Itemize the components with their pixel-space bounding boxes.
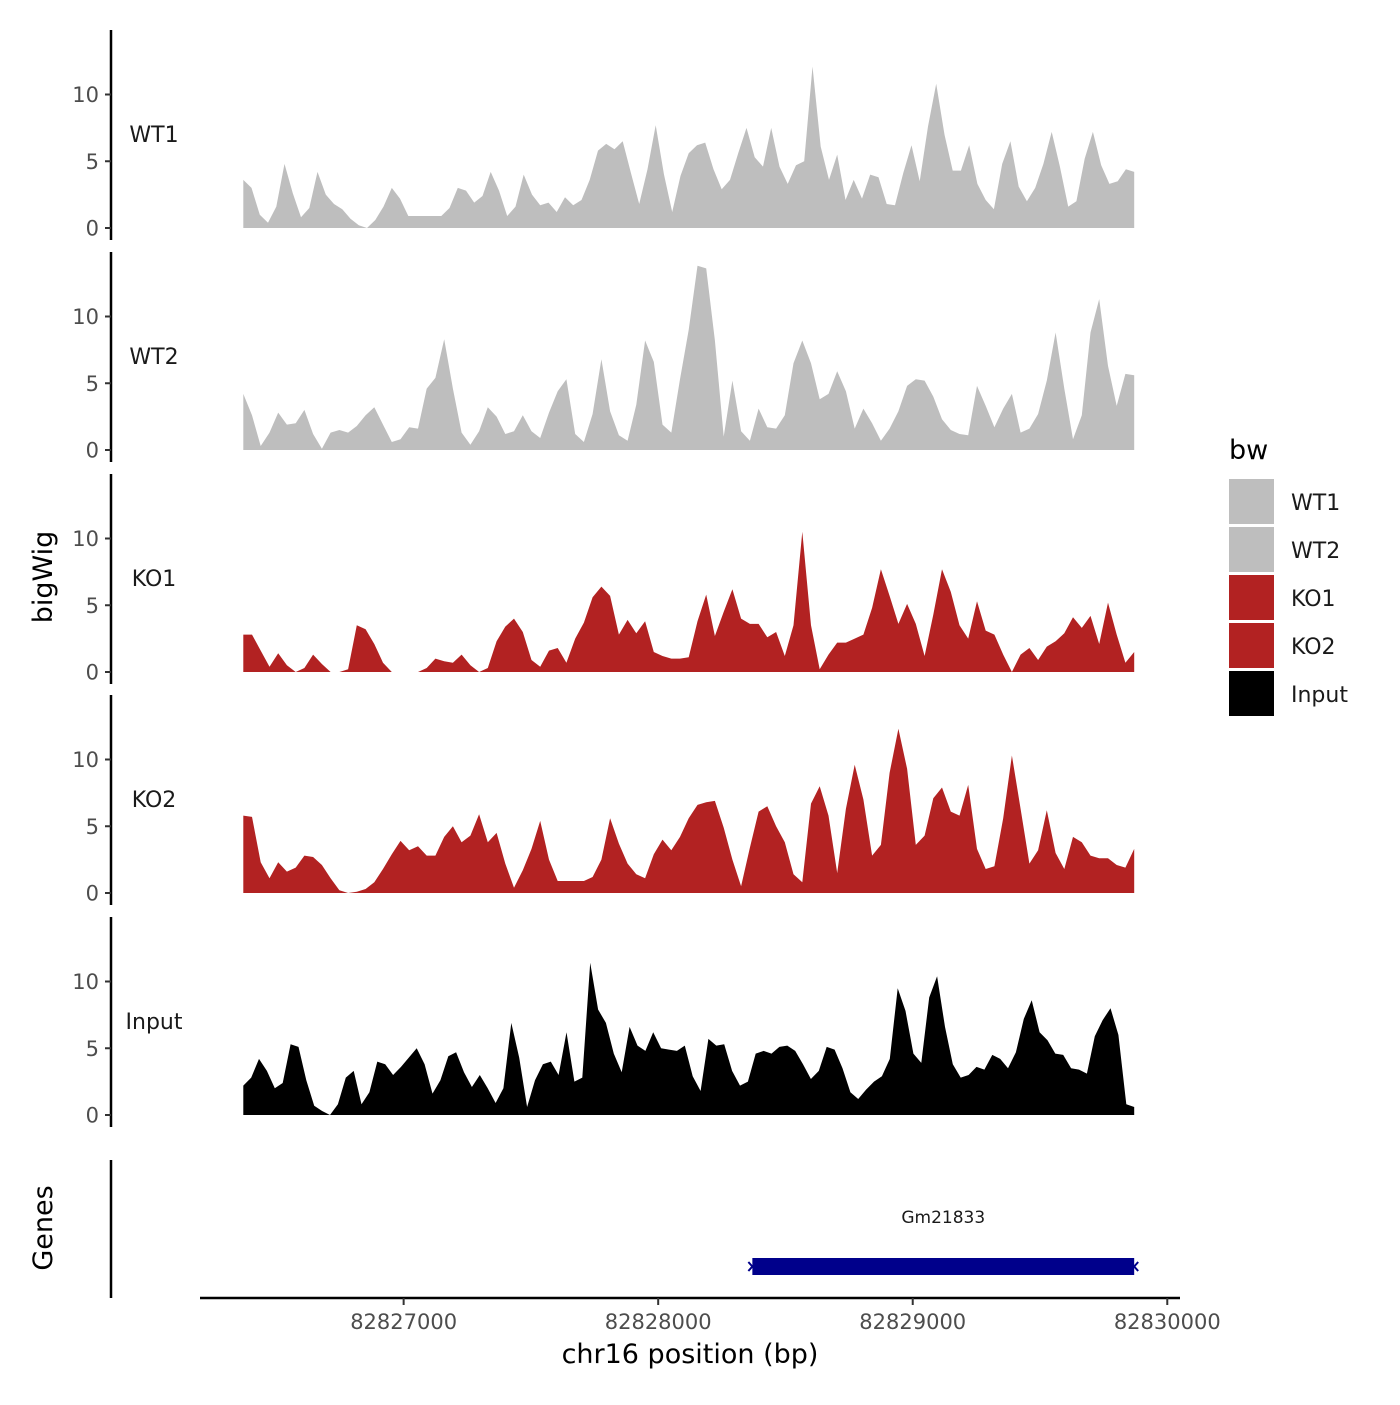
area-wt2	[243, 265, 1135, 450]
y-tick-label-ko1-0: 0	[86, 661, 99, 685]
track-input: 0 5 10 Input	[72, 917, 1135, 1128]
legend-key-ko2	[1229, 623, 1274, 668]
track-wt1: 0 5 10 WT1	[72, 30, 1135, 241]
area-wt1	[243, 66, 1135, 228]
y-tick-label-input-0: 0	[86, 1104, 99, 1128]
legend-key-input	[1229, 671, 1274, 716]
legend-label-wt2: WT2	[1291, 539, 1340, 564]
legend-key-ko1	[1229, 575, 1274, 620]
x-axis: 82827000 82828000 82829000 82830000	[200, 1296, 1221, 1334]
track-ko1: 0 5 10 KO1	[72, 474, 1135, 685]
track-label-ko2: KO2	[132, 788, 177, 813]
track-label-wt1: WT1	[129, 123, 178, 148]
track-label-input: Input	[126, 1010, 183, 1035]
genes-panel: Gm21833	[109, 1160, 1139, 1298]
y-tick-label-ko2-10: 10	[72, 748, 99, 772]
y-tick-label-wt1-5: 5	[86, 150, 99, 174]
gene-label-gm21833: Gm21833	[901, 1208, 985, 1228]
tracks-layer: 0 5 10 WT1 0 5 10 WT2 0 5 10 KO1 0 5 10 KO2 0 5 10 Input	[72, 30, 1135, 1128]
y-tick-label-ko1-10: 10	[72, 527, 99, 551]
y-tick-label-ko2-0: 0	[86, 882, 99, 906]
legend-label-input: Input	[1291, 683, 1348, 708]
y-tick-label-wt2-5: 5	[86, 372, 99, 396]
area-ko1	[243, 531, 1135, 672]
x-tick-label-82827000: 82827000	[350, 1310, 457, 1334]
y-tick-label-wt1-10: 10	[72, 83, 99, 107]
x-tick-label-82828000: 82828000	[605, 1310, 712, 1334]
y-axis-title: bigWig	[28, 531, 59, 624]
y-tick-label-input-5: 5	[86, 1037, 99, 1061]
y-tick-label-wt2-0: 0	[86, 439, 99, 463]
legend-label-ko1: KO1	[1291, 587, 1336, 612]
y-tick-label-ko2-5: 5	[86, 815, 99, 839]
track-ko2: 0 5 10 KO2	[72, 695, 1135, 906]
area-input	[243, 962, 1135, 1115]
legend: bw WT1 WT2 KO1 KO2 Input	[1229, 435, 1348, 716]
track-label-wt2: WT2	[129, 345, 178, 370]
genes-axis-title: Genes	[28, 1185, 59, 1270]
legend-key-wt1	[1229, 479, 1274, 524]
track-wt2: 0 5 10 WT2	[72, 252, 1135, 463]
y-tick-label-wt1-0: 0	[86, 217, 99, 241]
gene-strand-mark-end	[1129, 1261, 1139, 1272]
x-tick-label-82830000: 82830000	[1114, 1310, 1221, 1334]
y-tick-label-ko1-5: 5	[86, 594, 99, 618]
legend-label-wt1: WT1	[1291, 491, 1340, 516]
x-tick-label-82829000: 82829000	[859, 1310, 966, 1334]
gene-strand-mark-start	[747, 1261, 758, 1272]
legend-key-wt2	[1229, 527, 1274, 572]
area-ko2	[243, 728, 1135, 893]
legend-label-ko2: KO2	[1291, 635, 1336, 660]
y-tick-label-input-10: 10	[72, 970, 99, 994]
legend-title: bw	[1229, 435, 1268, 466]
x-axis-title: chr16 position (bp)	[562, 1339, 819, 1370]
track-label-ko1: KO1	[132, 567, 177, 592]
y-tick-label-wt2-10: 10	[72, 305, 99, 329]
gene-body-gm21833	[752, 1258, 1135, 1275]
